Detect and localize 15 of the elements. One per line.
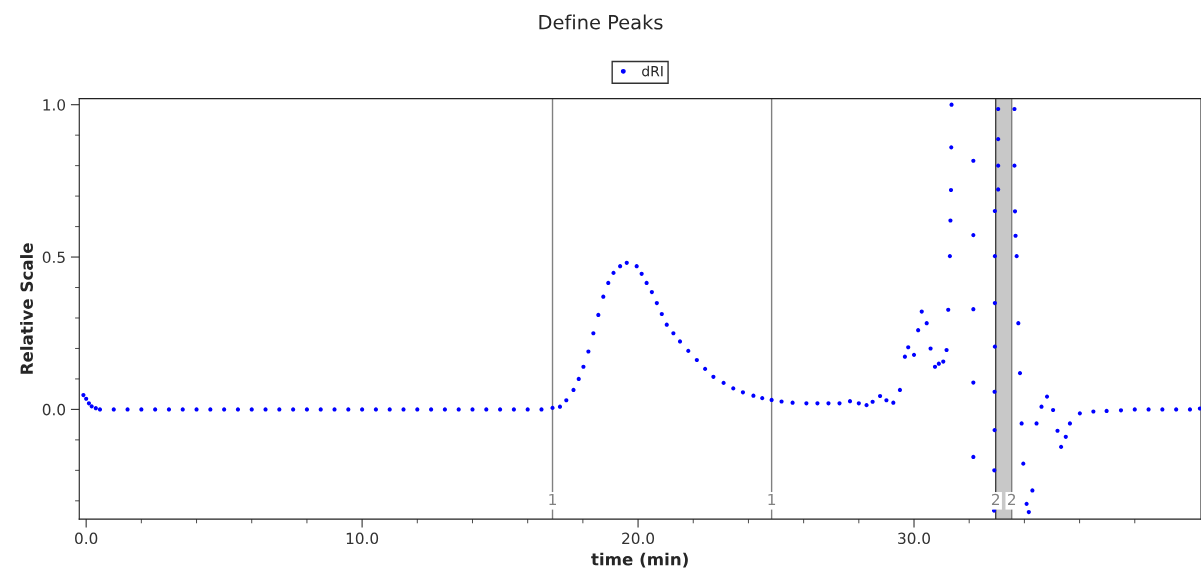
- x-tick-label: 30.0: [898, 532, 931, 545]
- y-tick-label: 0.0: [42, 403, 66, 416]
- y-axis-title: Relative Scale: [20, 243, 33, 374]
- x-tick-label: 10.0: [346, 532, 379, 545]
- y-tick-label: 1.0: [43, 99, 66, 111]
- chart-title: Define Peaks: [539, 14, 663, 30]
- x-tick-label: 0.0: [75, 532, 98, 545]
- y-tick-label: 0.5: [42, 251, 65, 264]
- annotation: 1: [768, 493, 776, 506]
- annotation: 2: [991, 493, 1000, 506]
- annotation: 2: [1007, 493, 1016, 506]
- x-axis-title: time (min): [591, 552, 688, 568]
- x-tick-label: 20.0: [622, 532, 655, 545]
- legend-label: dRI: [642, 65, 663, 77]
- annotation: 1: [549, 493, 556, 506]
